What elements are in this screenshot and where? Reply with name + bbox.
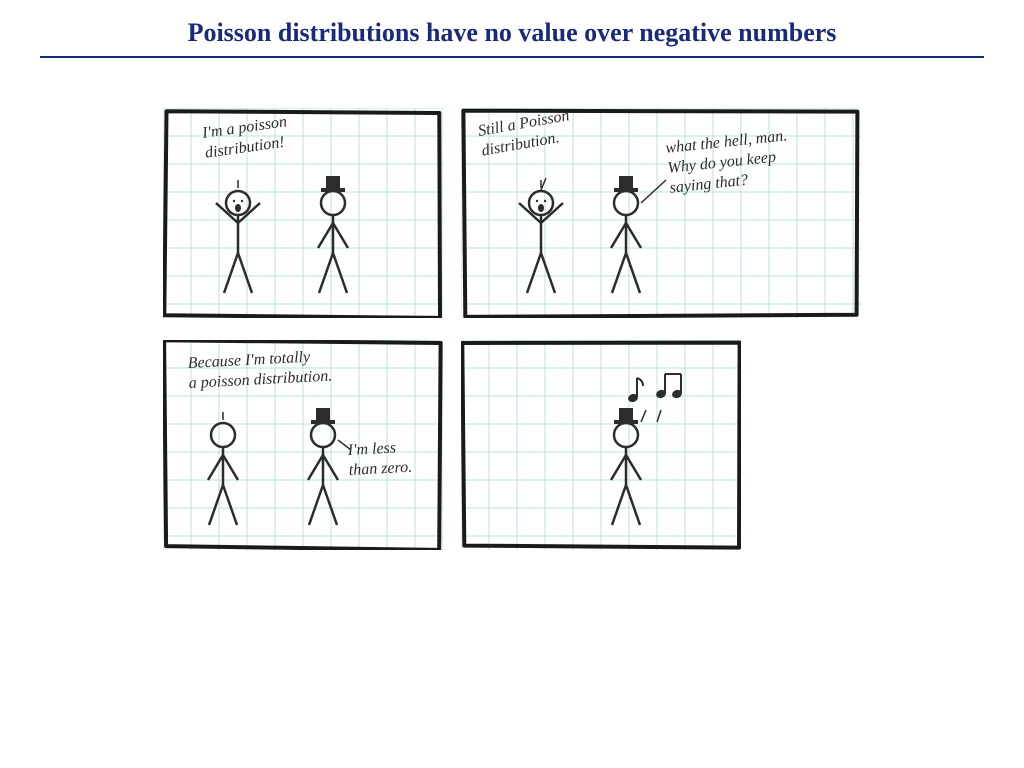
comic-panel-p3: Because I'm totallya poisson distributio… — [163, 340, 443, 550]
svg-text:I'm less: I'm less — [346, 439, 396, 459]
slide-title: Poisson distributions have no value over… — [40, 0, 984, 58]
comic-container: I'm a poissondistribution!Still a Poisso… — [0, 78, 1024, 550]
comic-panel-p2: Still a Poissondistribution.what the hel… — [461, 108, 861, 318]
comic-panel-p4 — [461, 340, 861, 550]
comic-grid: I'm a poissondistribution!Still a Poisso… — [163, 108, 861, 550]
comic-panel-p1: I'm a poissondistribution! — [163, 108, 443, 318]
svg-text:than zero.: than zero. — [348, 459, 412, 479]
